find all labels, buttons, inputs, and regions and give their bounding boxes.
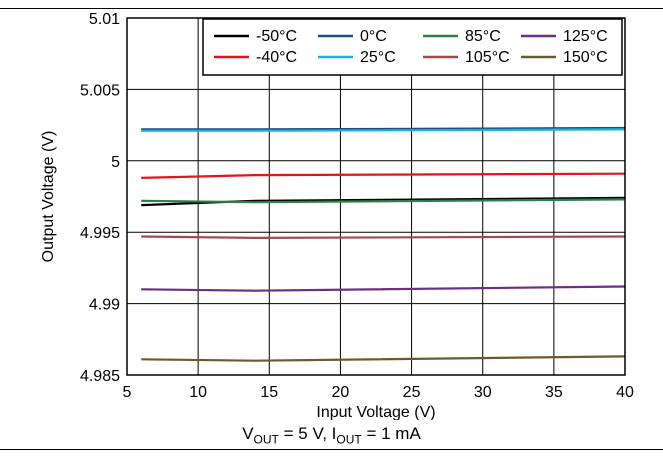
x-tick-label: 20	[332, 384, 350, 401]
legend-box	[202, 18, 623, 76]
series-line--50°C	[141, 196, 626, 207]
y-tick-label: 5	[111, 154, 120, 171]
x-tick-label: 10	[189, 384, 207, 401]
legend-label: -50°C	[256, 28, 297, 45]
y-tick-label: 5.01	[89, 11, 120, 28]
legend-label: 105°C	[465, 49, 510, 66]
legend-label: 125°C	[563, 28, 608, 45]
series-line-150°C	[141, 355, 626, 362]
x-tick-label: 25	[403, 384, 421, 401]
x-tick-label: 35	[545, 384, 563, 401]
caption-v-sub: OUT	[253, 432, 279, 447]
caption-i-rest: = 1 mA	[361, 424, 421, 443]
series-line-25°C	[141, 128, 626, 132]
legend-label: 25°C	[360, 49, 396, 66]
legend-label: 0°C	[360, 28, 387, 45]
legend-label: 150°C	[563, 49, 608, 66]
x-tick-label: 30	[474, 384, 492, 401]
x-axis-label: Input Voltage (V)	[316, 404, 435, 420]
x-tick-label: 15	[260, 384, 278, 401]
chart-caption: VOUT = 5 V, IOUT = 1 mA	[0, 424, 663, 446]
caption-i-sub: OUT	[336, 432, 362, 447]
y-axis-label: Output Voltage (V)	[40, 131, 57, 263]
bottom-rule	[0, 449, 663, 450]
series-line-0°C	[141, 126, 626, 131]
top-rule	[0, 8, 663, 9]
series-line-125°C	[141, 285, 626, 292]
y-tick-label: 5.005	[80, 82, 120, 99]
series-line--40°C	[141, 172, 626, 179]
x-tick-label: 5	[123, 384, 132, 401]
legend-label: -40°C	[256, 49, 297, 66]
series-line-85°C	[141, 198, 626, 204]
caption-v: V	[242, 424, 254, 443]
plot-frame	[126, 17, 626, 376]
legend-label: 85°C	[465, 28, 501, 45]
y-tick-label: 4.99	[89, 297, 120, 314]
series-line-105°C	[141, 235, 626, 240]
caption-v-rest: = 5 V, I	[278, 424, 337, 443]
y-tick-label: 4.995	[80, 225, 120, 242]
y-tick-label: 4.985	[80, 368, 120, 385]
line-chart: 5 10 15 20 25 30 35 40 4.985 4.99 4.995 5 5.005 5.01 I…	[40, 11, 634, 420]
x-tick-label: 40	[616, 384, 634, 401]
